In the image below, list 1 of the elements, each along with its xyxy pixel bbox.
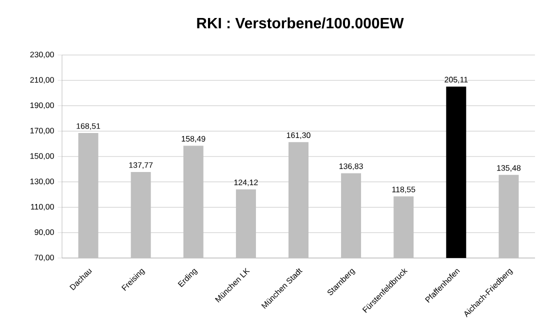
chart-title: RKI : Verstorbene/100.000EW xyxy=(197,17,404,29)
